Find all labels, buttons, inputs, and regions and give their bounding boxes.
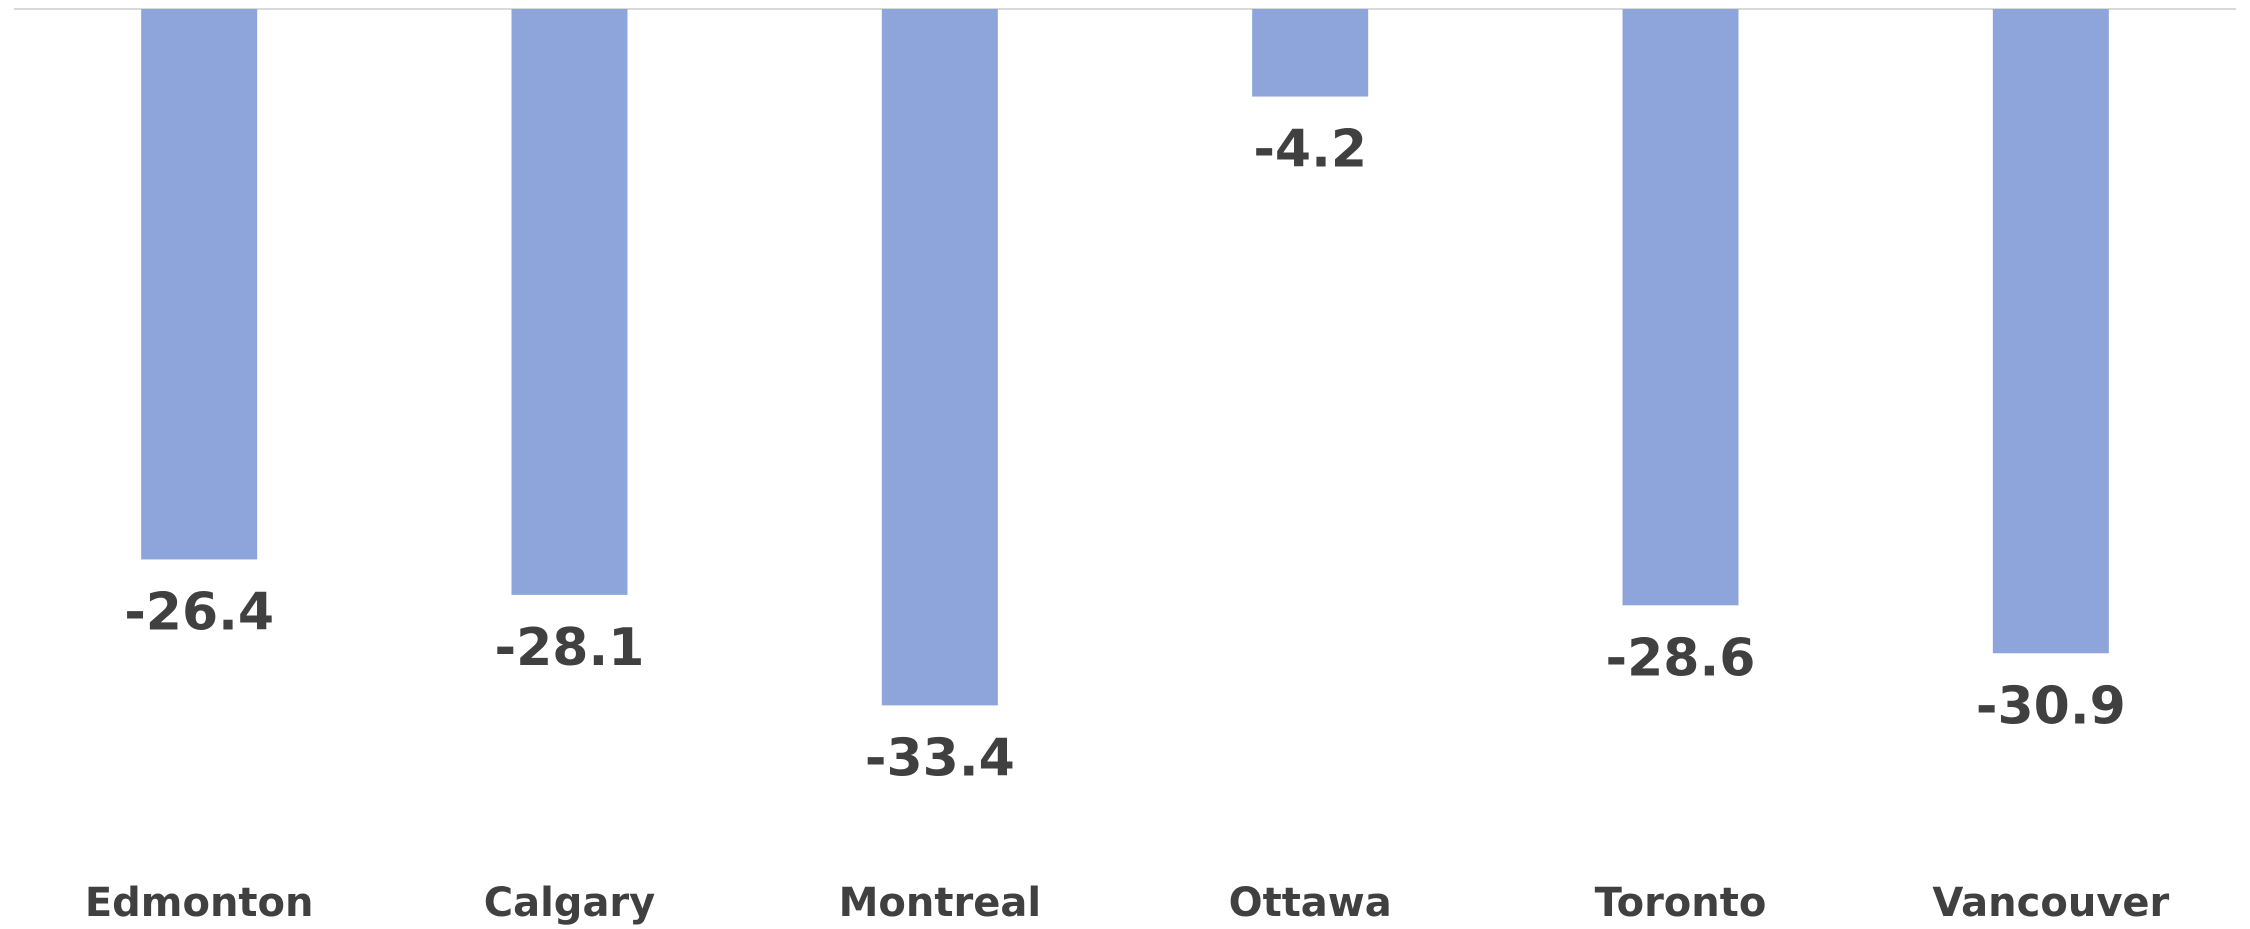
x-tick-label: Toronto bbox=[1595, 880, 1767, 926]
bar bbox=[141, 9, 258, 560]
data-label: -30.9 bbox=[1976, 676, 2126, 736]
x-tick-label: Edmonton bbox=[85, 880, 314, 926]
data-label: -28.6 bbox=[1606, 628, 1756, 688]
x-tick-label: Ottawa bbox=[1229, 880, 1392, 926]
data-label: -33.4 bbox=[865, 728, 1015, 788]
x-tick-label: Calgary bbox=[484, 880, 655, 926]
x-tick-label: Vancouver bbox=[1932, 880, 2169, 926]
bar bbox=[511, 9, 628, 595]
bar bbox=[1622, 9, 1739, 606]
x-tick-label: Montreal bbox=[839, 880, 1041, 926]
data-label: -4.2 bbox=[1253, 120, 1367, 180]
bar bbox=[1252, 9, 1369, 97]
bar bbox=[1992, 9, 2109, 654]
data-label: -28.1 bbox=[495, 618, 645, 678]
bar bbox=[881, 9, 998, 706]
data-label: -26.4 bbox=[124, 582, 274, 642]
